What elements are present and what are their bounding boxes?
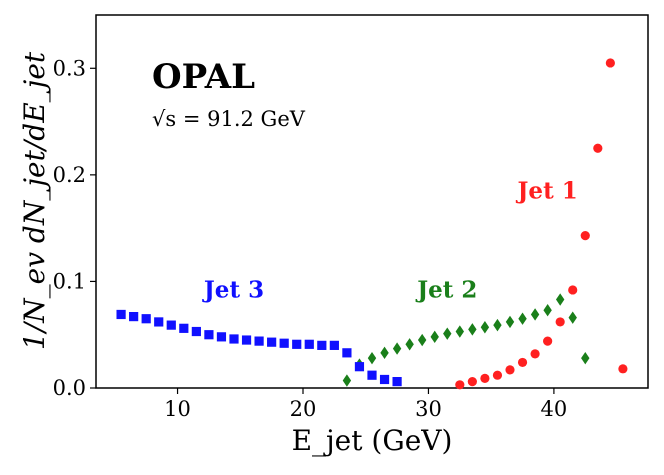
data-point: [367, 351, 377, 365]
annotation-jet-2: Jet 2: [415, 276, 477, 303]
data-point: [279, 338, 289, 348]
x-tick-label: 40: [541, 397, 568, 421]
data-point: [493, 318, 502, 332]
y-axis-label: 1/N_ev dN_jet/dE_jet: [18, 51, 51, 350]
data-point: [455, 380, 465, 390]
data-point: [179, 323, 189, 333]
y-tick-label: 0.0: [53, 376, 86, 400]
data-point: [116, 309, 126, 320]
data-point: [543, 304, 552, 317]
data-point: [292, 339, 302, 349]
data-point: [430, 330, 439, 344]
data-point: [543, 336, 553, 346]
x-tick-label: 30: [415, 397, 442, 421]
data-point: [455, 325, 465, 338]
data-point: [204, 330, 214, 340]
data-point: [380, 346, 389, 360]
data-point: [618, 364, 628, 374]
data-point: [342, 374, 352, 387]
series-jet-2: [342, 293, 590, 387]
y-axis: 0.0 0.1 0.2 0.3: [53, 56, 96, 400]
series-jet-1: [455, 58, 628, 390]
data-point: [129, 311, 139, 322]
data-point: [568, 285, 578, 295]
data-point: [417, 333, 427, 347]
data-point: [342, 348, 352, 358]
data-point: [468, 323, 477, 336]
data-point: [317, 340, 327, 350]
x-tick-label: 20: [290, 397, 317, 421]
data-point: [392, 342, 402, 355]
data-point: [229, 334, 239, 344]
data-point: [354, 362, 365, 372]
data-point: [593, 143, 603, 153]
data-point: [304, 339, 314, 349]
data-point: [154, 317, 164, 327]
data-point: [166, 320, 176, 330]
data-point: [267, 337, 277, 347]
data-point: [530, 349, 540, 359]
series-jet-3: [116, 309, 402, 387]
data-point: [191, 326, 201, 337]
data-point: [568, 311, 577, 324]
data-point: [141, 314, 151, 324]
data-point: [517, 357, 528, 368]
data-point: [555, 317, 565, 327]
data-point: [580, 231, 590, 241]
plot-frame: [95, 14, 649, 389]
data-point: [555, 293, 565, 306]
x-axis-label: E_jet (GeV): [292, 424, 453, 457]
y-tick-label: 0.1: [53, 269, 86, 293]
x-tick-label: 10: [164, 397, 191, 421]
annotation-jet-3: Jet 3: [202, 276, 264, 303]
data-point: [530, 308, 540, 321]
data-point: [605, 58, 615, 68]
data-point: [505, 365, 515, 375]
data-point: [405, 338, 414, 351]
data-point: [329, 340, 339, 350]
data-point: [216, 332, 227, 342]
data-point: [254, 336, 264, 346]
data-series: [116, 58, 628, 390]
data-point: [492, 370, 503, 380]
data-point: [480, 373, 490, 384]
data-point: [480, 321, 490, 334]
data-point: [367, 370, 377, 380]
x-axis: 10 20 30 40: [164, 388, 567, 421]
experiment-title: OPAL: [152, 57, 255, 97]
data-point: [467, 377, 477, 387]
experiment-subtitle: √s = 91.2 GeV: [152, 107, 306, 131]
data-point: [505, 315, 515, 329]
jet-labels: Jet 1 Jet 2 Jet 3: [202, 177, 578, 303]
y-tick-label: 0.2: [53, 163, 86, 187]
data-point: [443, 327, 452, 340]
y-tick-label: 0.3: [53, 56, 86, 80]
data-point: [392, 377, 402, 387]
data-point: [518, 312, 527, 325]
data-point: [379, 374, 390, 385]
data-point: [581, 351, 590, 365]
annotation-jet-1: Jet 1: [516, 177, 578, 204]
data-point: [241, 335, 252, 345]
